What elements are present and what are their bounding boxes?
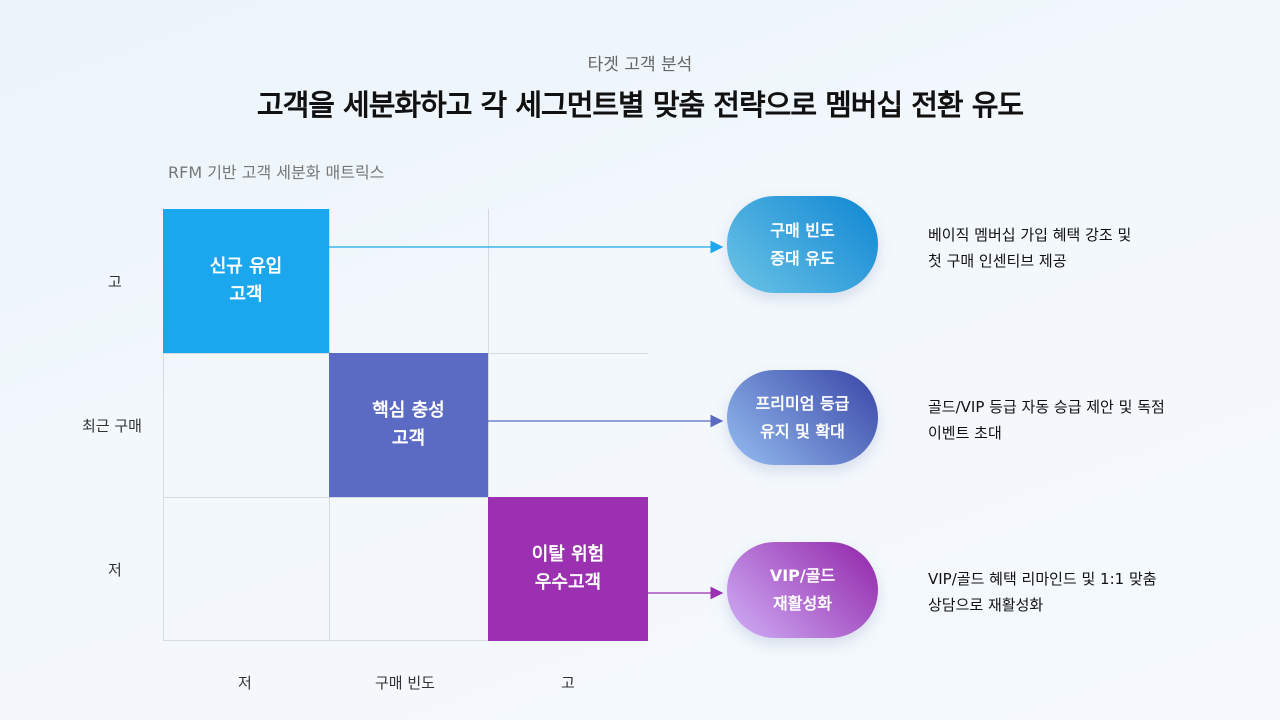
page-title: 고객을 세분화하고 각 세그먼트별 맞춤 전략으로 멤버십 전환 유도 [256, 88, 1024, 122]
y-axis-high: 고 [108, 273, 122, 291]
y-axis-label: 최근 구매 [82, 417, 142, 435]
strategy-desc-premium: 골드/VIP 등급 자동 승급 제안 및 독점 이벤트 초대 [928, 398, 1165, 442]
strategy-desc-reactivation: VIP/골드 혜택 리마인드 및 1:1 맞춤 상담으로 재활성화 [928, 570, 1157, 614]
strategy-desc-frequency: 베이직 멤버십 가입 혜택 강조 및 첫 구매 인센티브 제공 [928, 226, 1132, 270]
rfm-matrix: 신규 유입 고객 핵심 충성 고객 이탈 위험 우수고객 [163, 209, 648, 641]
strategy-pill-frequency: 구매 빈도 증대 유도 [727, 196, 878, 293]
x-axis-high: 고 [561, 674, 575, 692]
grid-line [163, 209, 164, 641]
segment-at-risk-customers: 이탈 위험 우수고객 [488, 497, 648, 641]
x-axis-low: 저 [238, 674, 252, 692]
strategy-pill-reactivation: VIP/골드 재활성화 [727, 542, 878, 638]
x-axis-label: 구매 빈도 [375, 674, 435, 692]
y-axis-low: 저 [108, 561, 122, 579]
section-eyebrow: 타겟 고객 분석 [587, 55, 693, 75]
grid-line [163, 497, 648, 498]
segment-new-customers: 신규 유입 고객 [163, 209, 329, 353]
matrix-title: RFM 기반 고객 세분화 매트릭스 [168, 163, 385, 182]
strategy-pill-premium: 프리미엄 등급 유지 및 확대 [727, 370, 878, 465]
segment-loyal-customers: 핵심 충성 고객 [329, 353, 488, 497]
grid-line [488, 209, 489, 641]
grid-line [163, 640, 648, 641]
